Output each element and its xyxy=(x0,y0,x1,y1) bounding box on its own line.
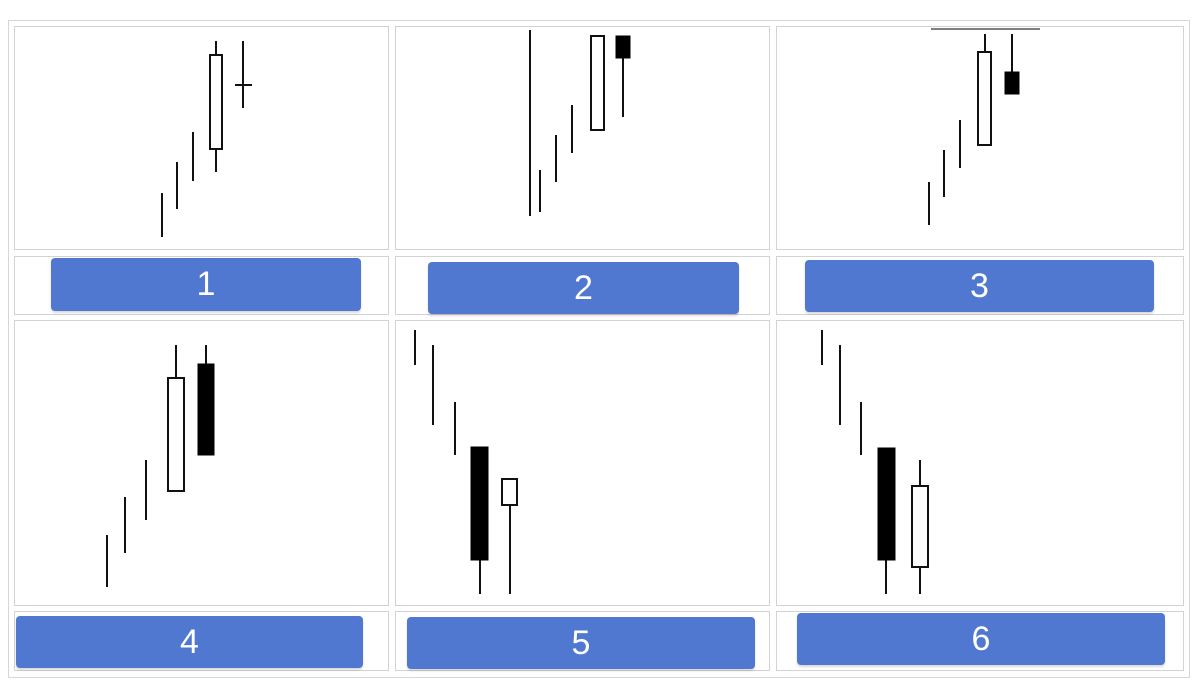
pattern-image-2 xyxy=(395,26,770,250)
pattern-image-5 xyxy=(395,320,770,606)
pattern-image-3 xyxy=(776,26,1184,250)
pattern-image-1 xyxy=(14,26,389,250)
options-grid xyxy=(8,20,1190,678)
option-button-3[interactable]: 3 xyxy=(805,260,1154,312)
option-button-6[interactable]: 6 xyxy=(797,613,1165,665)
option-button-4[interactable]: 4 xyxy=(16,616,363,668)
option-button-2[interactable]: 2 xyxy=(428,262,739,314)
option-button-5[interactable]: 5 xyxy=(407,617,755,669)
pattern-image-6 xyxy=(776,320,1184,606)
option-button-1[interactable]: 1 xyxy=(51,258,361,311)
pattern-image-4 xyxy=(14,320,389,606)
